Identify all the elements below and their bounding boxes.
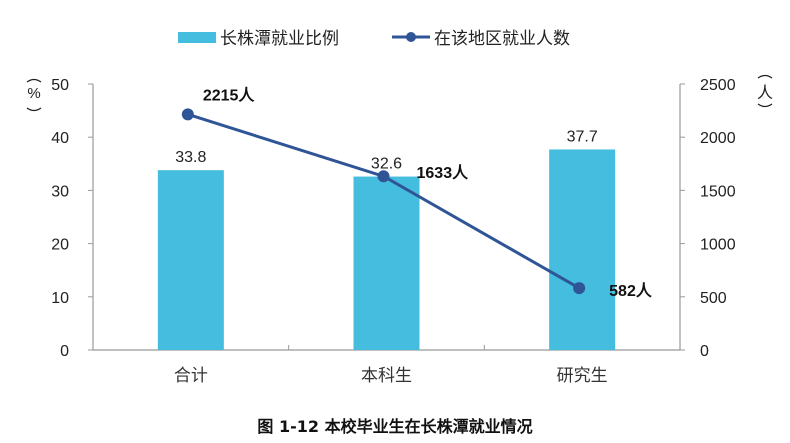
left-tick-label: 0 bbox=[60, 343, 69, 360]
right-tick-label: 1000 bbox=[700, 237, 736, 254]
right-tick-label: 2500 bbox=[700, 77, 736, 94]
legend-line-marker bbox=[406, 32, 416, 42]
bar-value-label: 33.8 bbox=[175, 149, 206, 166]
bar bbox=[353, 176, 420, 350]
line-series: 2215人 1633人 582人 bbox=[181, 86, 653, 300]
left-tick-label: 40 bbox=[51, 130, 69, 147]
right-tick-label: 2000 bbox=[700, 130, 736, 147]
line-value-label: 1633人 bbox=[417, 164, 470, 182]
left-tick-label: 10 bbox=[51, 290, 69, 307]
line-value-label: 2215人 bbox=[203, 86, 256, 104]
left-axis-unit: % bbox=[27, 85, 40, 102]
right-tick-label: 0 bbox=[700, 343, 709, 360]
left-tick-label: 20 bbox=[51, 237, 69, 254]
line-marker bbox=[377, 170, 390, 183]
right-axis-unit: 人 bbox=[757, 84, 773, 102]
bar-value-label: 37.7 bbox=[567, 128, 598, 145]
legend: 长株潭就业比例 在该地区就业人数 bbox=[178, 29, 570, 48]
line-marker bbox=[573, 282, 586, 295]
x-tick-label: 本科生 bbox=[361, 366, 412, 385]
legend-bar-swatch bbox=[178, 32, 216, 43]
legend-line-label: 在该地区就业人数 bbox=[434, 29, 570, 48]
x-axis-labels: 合计 本科生 研究生 bbox=[174, 366, 608, 385]
bar-series: 33.8 32.6 37.7 bbox=[157, 128, 616, 350]
legend-bar-label: 长株潭就业比例 bbox=[220, 29, 339, 48]
left-tick-label: 30 bbox=[51, 183, 69, 200]
right-tick-label: 500 bbox=[700, 290, 727, 307]
bar bbox=[549, 149, 616, 350]
x-tick-label: 研究生 bbox=[557, 366, 608, 385]
line-marker bbox=[181, 108, 194, 121]
bar bbox=[157, 170, 224, 350]
x-tick-label: 合计 bbox=[174, 366, 208, 385]
line-value-label: 582人 bbox=[609, 282, 653, 300]
figure-caption: 图 1-12 本校毕业生在长株潭就业情况 bbox=[257, 417, 533, 436]
right-tick-label: 1500 bbox=[700, 183, 736, 200]
left-tick-label: 50 bbox=[51, 77, 69, 94]
bar-value-label: 32.6 bbox=[371, 156, 402, 173]
